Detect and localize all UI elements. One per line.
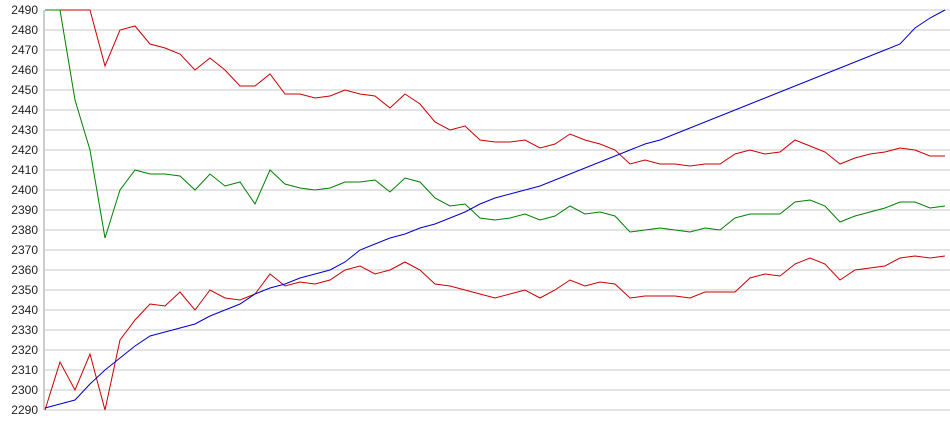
y-tick-label: 2400 <box>11 183 38 197</box>
y-tick-label: 2460 <box>11 63 38 77</box>
y-tick-label: 2450 <box>11 83 38 97</box>
y-tick-label: 2490 <box>11 3 38 17</box>
y-tick-label: 2330 <box>11 323 38 337</box>
y-tick-label: 2410 <box>11 163 38 177</box>
y-tick-label: 2310 <box>11 363 38 377</box>
y-tick-label: 2370 <box>11 243 38 257</box>
series-line-0 <box>45 9 945 167</box>
y-tick-label: 2290 <box>11 403 38 417</box>
y-tick-label: 2380 <box>11 223 38 237</box>
y-axis-ticks: 2290 2300 2310 2320 2330 2340 2350 2360 2370 2380… <box>11 3 38 417</box>
y-tick-label: 2480 <box>11 23 38 37</box>
series-lines <box>44 9 946 411</box>
y-tick-label: 2300 <box>11 383 38 397</box>
y-tick-label: 2340 <box>11 303 38 317</box>
y-tick-label: 2320 <box>11 343 38 357</box>
grid <box>43 9 950 411</box>
y-tick-label: 2430 <box>11 123 38 137</box>
y-tick-label: 2470 <box>11 43 38 57</box>
y-tick-label: 2360 <box>11 263 38 277</box>
y-tick-label: 2440 <box>11 103 38 117</box>
y-tick-label: 2350 <box>11 283 38 297</box>
series-line-2 <box>44 255 946 411</box>
y-tick-label: 2390 <box>11 203 38 217</box>
y-tick-label: 2420 <box>11 143 38 157</box>
series-line-3 <box>44 9 946 409</box>
series-line-1 <box>45 9 946 239</box>
